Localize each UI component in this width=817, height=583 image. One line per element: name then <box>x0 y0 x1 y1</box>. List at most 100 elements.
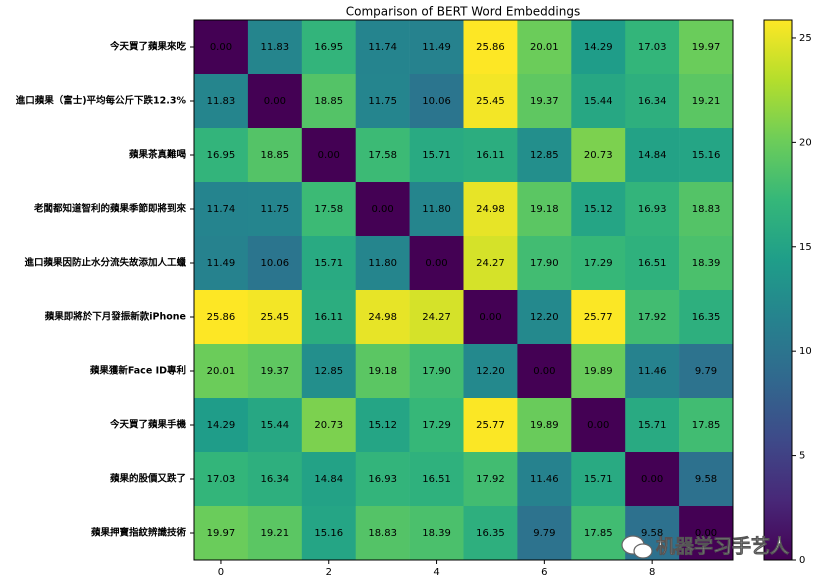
heatmap-cell <box>247 452 303 507</box>
cell-label: 11.80 <box>422 204 451 215</box>
cell-label: 18.39 <box>422 528 451 539</box>
heatmap-cell <box>194 128 249 183</box>
cell-label: 20.73 <box>314 420 343 431</box>
cell-label: 16.35 <box>692 312 721 323</box>
cell-label: 14.29 <box>207 420 236 431</box>
heatmap-cell <box>571 290 626 345</box>
heatmap-cell <box>355 344 410 399</box>
cell-label: 17.03 <box>638 42 667 53</box>
cell-label: 12.85 <box>530 150 559 161</box>
cell-label: 9.58 <box>641 528 663 539</box>
cell-label: 17.85 <box>584 528 613 539</box>
cell-label: 15.12 <box>584 204 613 215</box>
cell-label: 9.79 <box>533 528 555 539</box>
cell-label: 16.11 <box>476 150 505 161</box>
heatmap-cell <box>625 20 680 75</box>
colorbar-tick-label: 10 <box>799 346 812 357</box>
cell-label: 25.77 <box>476 420 505 431</box>
heatmap-cell <box>571 506 626 561</box>
y-tick-label: 進口蘋果（富士)平均每公斤下跌12.3% <box>16 95 187 107</box>
cell-label: 17.92 <box>476 474 505 485</box>
heatmap-cell <box>194 506 249 561</box>
heatmap-cell <box>463 182 518 237</box>
y-tick-label: 蘋果押寶指紋辨識技術 <box>91 527 187 539</box>
cell-label: 15.12 <box>368 420 397 431</box>
cell-label: 17.90 <box>530 258 559 269</box>
heatmap-cell <box>679 236 734 291</box>
cell-label: 25.86 <box>476 42 505 53</box>
x-tick-label: 0 <box>218 567 224 578</box>
heatmap-cell <box>194 344 249 399</box>
heatmap-cell <box>679 506 734 561</box>
heatmap-cell <box>679 344 734 399</box>
cell-label: 19.89 <box>584 366 613 377</box>
cell-label: 17.58 <box>368 150 397 161</box>
y-tick-label: 蘋果獲新Face ID專利 <box>90 365 186 377</box>
heatmap-cell <box>194 236 249 291</box>
heatmap-cell <box>571 128 626 183</box>
heatmap-cell <box>571 236 626 291</box>
cell-label: 17.92 <box>638 312 667 323</box>
cell-label: 15.71 <box>638 420 667 431</box>
colorbar-tick-label: 0 <box>799 555 805 566</box>
cell-label: 16.34 <box>261 474 290 485</box>
cell-label: 15.16 <box>692 150 721 161</box>
y-tick-label: 蘋果的股價又跌了 <box>110 473 186 485</box>
heatmap-cell <box>679 182 734 237</box>
heatmap-cell <box>247 128 303 183</box>
cell-label: 19.21 <box>692 96 721 107</box>
heatmap-cell <box>301 344 356 399</box>
heatmap-cell <box>301 128 356 183</box>
heatmap-cell <box>355 452 410 507</box>
heatmap-cell <box>247 182 303 237</box>
colorbar <box>763 19 793 561</box>
cell-label: 24.98 <box>476 204 505 215</box>
cell-label: 9.79 <box>695 366 717 377</box>
watermark-icon <box>633 543 653 559</box>
heatmap-cell <box>194 452 249 507</box>
heatmap-cell <box>679 74 734 129</box>
heatmap-cell <box>679 452 734 507</box>
cell-label: 17.03 <box>207 474 236 485</box>
heatmap-cell <box>409 506 464 561</box>
heatmap-cell <box>355 128 410 183</box>
heatmap-cell <box>409 20 464 75</box>
cell-label: 0.00 <box>372 204 394 215</box>
cell-label: 19.97 <box>207 528 236 539</box>
heatmap-cell <box>409 398 464 453</box>
cell-label: 16.95 <box>207 150 236 161</box>
cell-label: 11.83 <box>261 42 290 53</box>
colorbar-tick-label: 25 <box>799 33 812 44</box>
cell-label: 15.71 <box>314 258 343 269</box>
heatmap-cell <box>679 398 734 453</box>
heatmap-cell <box>301 20 356 75</box>
heatmap-cell <box>679 20 734 75</box>
cell-label: 19.89 <box>530 420 559 431</box>
cell-label: 20.01 <box>530 42 559 53</box>
heatmap-cell <box>301 236 356 291</box>
cell-label: 19.21 <box>261 528 290 539</box>
heatmap-cell <box>355 290 410 345</box>
heatmap-cell <box>355 506 410 561</box>
cell-label: 18.39 <box>692 258 721 269</box>
cell-label: 19.37 <box>530 96 559 107</box>
colorbar-tick-label: 20 <box>799 137 812 148</box>
cell-label: 24.98 <box>368 312 397 323</box>
cell-label: 15.44 <box>584 96 613 107</box>
heatmap-cell <box>194 182 249 237</box>
cell-label: 16.11 <box>314 312 343 323</box>
x-tick-label: 8 <box>649 567 655 578</box>
heatmap-cell <box>679 128 734 183</box>
plot-frame <box>193 19 734 561</box>
heatmap-cell <box>463 452 518 507</box>
cell-label: 16.35 <box>476 528 505 539</box>
heatmap-cell <box>463 20 518 75</box>
colorbar-tick-label: 15 <box>799 242 812 253</box>
x-tick-label: 4 <box>433 567 439 578</box>
y-tick-label: 老闆都知道智利的蘋果季節即將到來 <box>33 203 187 215</box>
cell-label: 16.93 <box>638 204 667 215</box>
heatmap-cell <box>517 398 572 453</box>
cell-label: 0.00 <box>479 312 501 323</box>
heatmap-cell <box>517 344 572 399</box>
cell-label: 17.29 <box>584 258 613 269</box>
